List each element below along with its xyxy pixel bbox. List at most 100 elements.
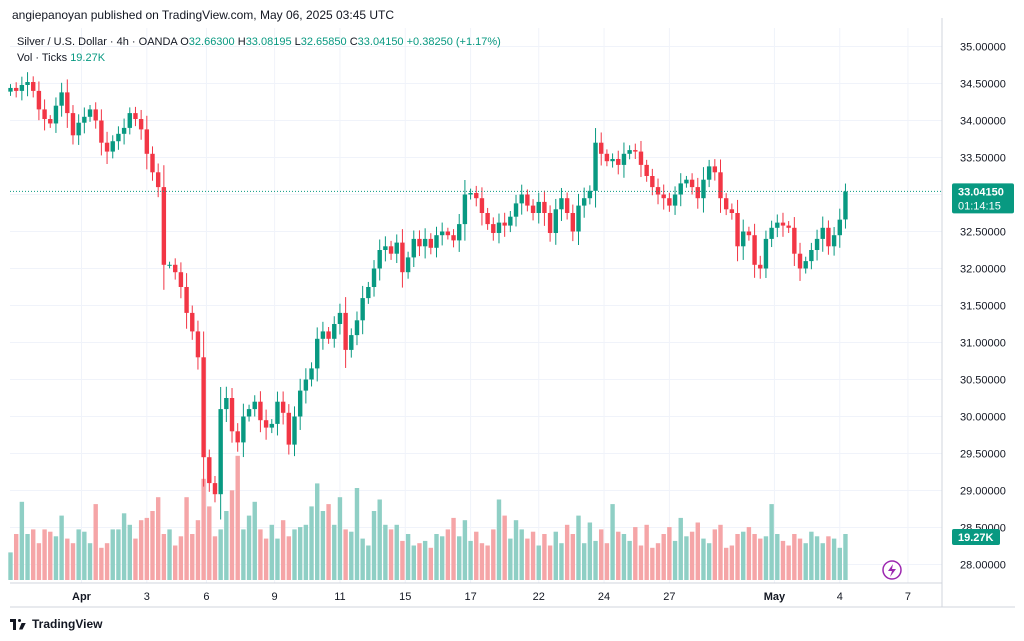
candle-body — [513, 203, 519, 217]
candle-body — [127, 113, 132, 128]
volume-bar — [803, 543, 808, 580]
close-label: C — [349, 36, 358, 48]
candle-body — [315, 338, 320, 369]
candle-body — [837, 219, 842, 236]
candle-body — [93, 109, 98, 121]
volume-bar — [161, 534, 167, 580]
candle-body — [178, 272, 184, 287]
lightning-icon[interactable] — [882, 560, 902, 580]
x-tick-label: Apr — [72, 591, 92, 603]
volume-bar — [746, 527, 752, 580]
candle-body — [303, 379, 309, 391]
volume-bar — [661, 534, 666, 580]
volume-bar — [701, 538, 706, 580]
volume-bar — [599, 529, 604, 580]
volume-bar — [195, 520, 201, 580]
open-label: O — [180, 36, 189, 48]
volume-bar — [70, 543, 76, 580]
footer-brand[interactable]: TradingView — [10, 617, 102, 631]
candle-body — [695, 187, 700, 199]
candle-body — [343, 312, 348, 350]
candle-body — [218, 409, 223, 495]
candle-body — [564, 198, 570, 213]
candle-body — [53, 105, 59, 124]
candle-body — [144, 129, 150, 154]
candle-body — [457, 224, 462, 241]
volume-bar — [633, 527, 638, 580]
volume-bar — [735, 534, 740, 580]
candle-body — [258, 401, 263, 421]
candle-body — [729, 209, 735, 213]
volume-bar — [570, 534, 576, 580]
volume-bar — [576, 515, 581, 580]
candle-body — [417, 238, 422, 247]
volume-bar — [241, 529, 246, 580]
candle-body — [19, 84, 25, 91]
y-tick-label: 30.50000 — [960, 375, 1006, 387]
volume-bar — [723, 547, 729, 580]
volume-bar — [672, 540, 678, 580]
volume-bar — [712, 529, 718, 580]
candle-body — [110, 141, 115, 152]
candle-body — [712, 166, 718, 173]
candle-body — [326, 331, 331, 339]
candle-body — [360, 298, 365, 321]
volume-bar — [581, 543, 587, 580]
volume-bar — [8, 552, 13, 580]
candle-body — [25, 82, 30, 85]
volume-bar — [309, 506, 314, 580]
volume-bar — [99, 547, 104, 580]
candle-body — [621, 153, 627, 165]
candle-body — [138, 119, 144, 130]
volume-badge: 19.27K — [952, 529, 1000, 545]
candle-body — [775, 222, 780, 228]
volume-bar — [224, 511, 229, 580]
candle-body — [633, 150, 638, 152]
candle-body — [689, 179, 695, 188]
volume-label[interactable]: Vol · Ticks — [17, 52, 68, 64]
candle-body — [741, 231, 746, 247]
symbol-title[interactable]: Silver / U.S. Dollar · 4h · OANDA — [17, 36, 178, 48]
candle-body — [644, 164, 649, 176]
volume-bar — [104, 543, 110, 580]
candle-body — [31, 82, 36, 91]
volume-bar — [445, 529, 451, 580]
volume-bar — [485, 545, 490, 580]
volume-bar — [303, 524, 309, 580]
candle-body — [428, 238, 434, 248]
candle-body — [599, 142, 604, 154]
x-tick-label: 27 — [663, 591, 675, 603]
volume-bar — [337, 497, 343, 580]
candle-body — [769, 227, 774, 239]
volume-bar — [837, 547, 842, 580]
volume-bar — [457, 536, 462, 580]
volume-bar — [547, 545, 553, 580]
candle-body — [184, 287, 189, 313]
volume-bar — [621, 534, 627, 580]
price-badge-bg — [952, 183, 1014, 214]
volume-bar — [843, 534, 848, 580]
volume-bar — [797, 538, 803, 580]
open-value: 32.66300 — [188, 36, 235, 48]
candle-body — [638, 151, 644, 165]
candle-body — [297, 390, 303, 417]
volume-bar — [587, 522, 593, 580]
candle-body — [42, 109, 47, 120]
candle-body — [684, 179, 689, 184]
volume-bar — [474, 531, 479, 580]
candle-body — [82, 116, 87, 123]
candle-body — [133, 113, 138, 120]
volume-bar — [297, 527, 303, 580]
candle-body — [292, 416, 297, 445]
volume-bar — [286, 536, 292, 580]
y-tick-label: 29.50000 — [960, 449, 1006, 461]
candle-body — [491, 224, 496, 233]
x-tick-label: 6 — [203, 591, 209, 603]
candle-body — [190, 312, 195, 332]
volume-bar — [729, 545, 735, 580]
candle-body — [195, 331, 201, 358]
y-tick-label: 34.50000 — [960, 79, 1006, 91]
last-price-badge[interactable]: 33.04150 01:14:15 — [952, 183, 1014, 214]
volume-bar — [758, 538, 763, 580]
